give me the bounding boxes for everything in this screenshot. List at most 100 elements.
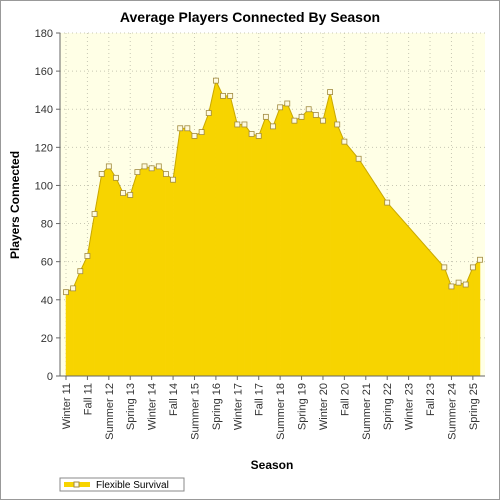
area-segment	[336, 124, 345, 377]
area-segment	[187, 127, 195, 377]
x-tick-label: Fall 20	[339, 383, 351, 416]
area-segment	[315, 114, 324, 377]
y-tick-label: 20	[41, 333, 53, 345]
area-segment	[151, 166, 160, 377]
line-segment	[208, 80, 217, 114]
x-tick-label: Winter 11	[61, 383, 73, 429]
area-segment	[251, 133, 259, 377]
x-tick-label: Winter 20	[318, 383, 330, 430]
marker	[70, 285, 77, 292]
line-segment	[322, 91, 331, 121]
area-segment	[115, 177, 124, 377]
area-segment	[451, 282, 459, 377]
area-segment	[294, 116, 302, 377]
area-segment	[287, 103, 295, 377]
marker	[455, 279, 462, 286]
area-segment	[215, 80, 224, 377]
marker	[334, 121, 341, 128]
area-segment	[272, 107, 281, 377]
marker	[198, 129, 205, 135]
x-tick-label: Summer 24	[446, 383, 458, 440]
line-segment	[201, 112, 210, 133]
line-segment	[172, 128, 181, 180]
marker	[141, 163, 148, 170]
y-tick-label: 0	[47, 371, 53, 383]
marker	[291, 117, 298, 124]
marker	[248, 131, 255, 137]
area-segment	[179, 128, 188, 377]
area-segment	[279, 103, 288, 377]
x-tick-label: Fall 14	[168, 383, 180, 416]
marker	[462, 281, 469, 288]
y-tick-label: 180	[35, 28, 53, 40]
line-segment	[129, 171, 138, 196]
marker	[341, 138, 348, 145]
marker	[120, 190, 127, 196]
x-tick-label: Fall 11	[82, 383, 94, 415]
legend-marker	[73, 481, 80, 488]
area-segment	[137, 165, 145, 377]
x-tick-label: Summer 15	[189, 383, 201, 440]
y-tick-label: 60	[41, 257, 53, 269]
y-tick-label: 40	[41, 295, 53, 307]
x-tick-label: Spring 22	[382, 383, 394, 430]
area-segment	[322, 92, 331, 377]
marker	[469, 264, 476, 271]
area-segment	[258, 116, 267, 377]
x-tick-label: Winter 23	[404, 383, 416, 430]
legend-item: Flexible Survival	[59, 477, 185, 492]
area-segment	[458, 282, 466, 377]
area-segment	[244, 123, 252, 377]
x-tick-label: Spring 13	[125, 383, 137, 430]
marker	[255, 132, 262, 139]
line-segment	[258, 116, 267, 137]
y-tick-label: 160	[35, 66, 53, 78]
area-segment	[144, 166, 152, 377]
marker	[98, 171, 105, 177]
line-segment	[94, 173, 103, 215]
area-segment	[65, 287, 74, 377]
line-segment	[229, 95, 238, 125]
line-segment	[443, 267, 452, 287]
area-segment	[201, 112, 210, 377]
marker	[84, 253, 91, 259]
x-tick-label: Spring 19	[297, 383, 309, 430]
marker	[191, 132, 198, 139]
line-segment	[386, 202, 445, 268]
area-segment	[229, 95, 238, 377]
x-tick-label: Spring 25	[468, 383, 480, 430]
line-segment	[86, 213, 96, 257]
y-tick-label: 140	[35, 104, 53, 116]
marker	[148, 165, 155, 172]
marker	[220, 92, 226, 99]
marker	[127, 192, 134, 198]
marker	[327, 89, 334, 95]
marker	[312, 112, 319, 118]
legend-box	[59, 477, 185, 492]
marker	[320, 117, 326, 124]
marker	[205, 110, 212, 116]
line-segment	[329, 91, 338, 125]
x-tick-label: Summer 21	[361, 383, 373, 440]
area-segment	[301, 108, 309, 377]
area-segment	[265, 116, 274, 377]
area-segment	[194, 131, 202, 377]
y-tick-label: 80	[41, 219, 53, 231]
marker	[270, 123, 276, 130]
area-segment	[222, 95, 231, 377]
marker	[277, 104, 284, 111]
y-tick-label: 100	[35, 180, 53, 192]
marker	[305, 106, 312, 113]
marker	[155, 163, 162, 170]
marker	[63, 289, 69, 296]
area-segment	[308, 108, 317, 377]
x-tick-label: Winter 14	[147, 383, 159, 430]
marker	[234, 121, 241, 128]
area-segment	[344, 140, 359, 377]
marker	[284, 100, 291, 107]
marker	[177, 125, 184, 132]
marker	[477, 256, 483, 263]
area-segment	[158, 165, 167, 377]
marker	[448, 283, 455, 290]
